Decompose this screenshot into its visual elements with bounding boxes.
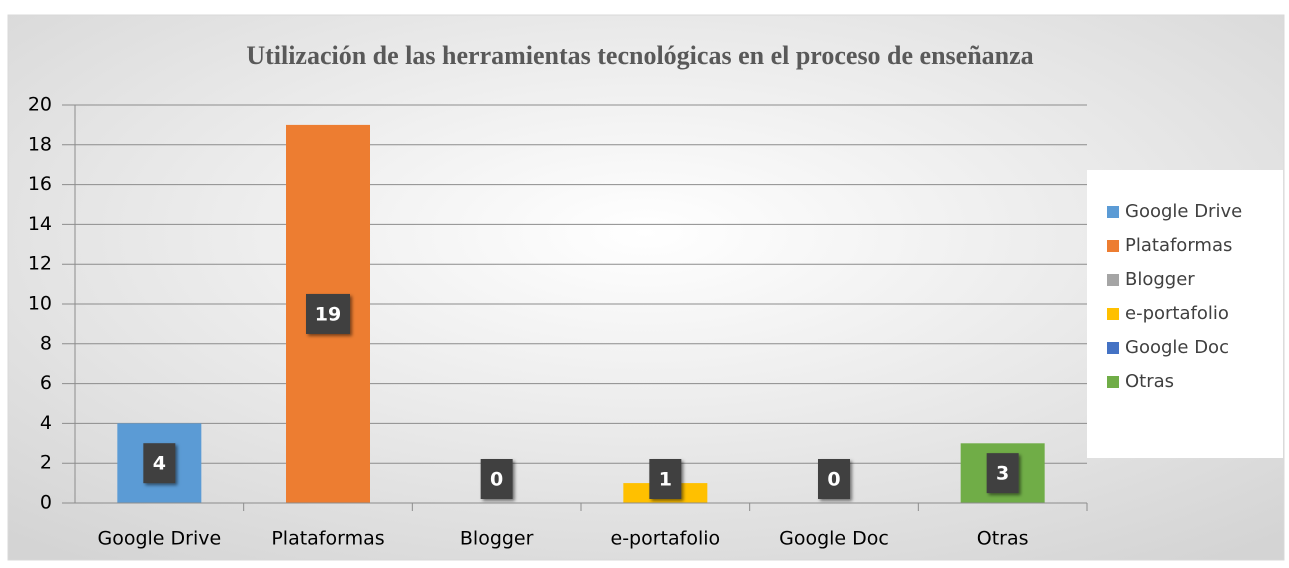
data-label: 3 [996,463,1009,485]
legend-swatch [1107,308,1119,320]
data-label: 19 [315,303,341,325]
legend-swatch [1107,342,1119,354]
y-tick-label: 6 [40,372,52,394]
data-label-box [649,459,682,499]
y-tick-label: 20 [28,94,52,116]
y-tick-label: 10 [28,293,52,315]
data-label-box [480,459,513,499]
y-tick-label: 18 [28,133,52,155]
y-tick-label: 8 [40,332,52,354]
x-tick-label: Google Drive [97,528,221,550]
data-label: 1 [659,469,672,491]
data-label-box [818,459,850,499]
y-tick-label: 14 [28,213,52,235]
data-label-box [143,443,176,484]
x-tick-label: e-portafolio [611,528,721,550]
data-label: 0 [490,469,503,491]
legend-label: Plataformas [1125,235,1232,256]
legend-label: Google Drive [1125,201,1242,222]
data-label: 0 [827,469,840,491]
x-tick-label: Otras [977,528,1029,550]
legend-label: e-portafolio [1125,303,1229,324]
legend-label: Blogger [1125,269,1195,290]
y-tick-label: 0 [40,492,52,514]
chart-title: Utilización de las herramientas tecnológ… [246,41,1033,70]
legend-swatch [1107,274,1119,286]
y-tick-label: 4 [40,412,52,434]
x-tick-label: Plataformas [271,528,384,550]
x-tick-label: Blogger [460,528,534,550]
data-label-box [986,453,1019,494]
y-tick-label: 16 [28,173,52,195]
legend-swatch [1107,240,1119,252]
legend-box [1087,170,1283,458]
data-label: 4 [153,453,166,475]
y-tick-label: 12 [28,253,52,275]
x-tick-label: Google Doc [779,528,889,550]
legend-swatch [1107,206,1119,218]
y-tick-label: 2 [40,452,52,474]
legend-label: Google Doc [1125,337,1229,358]
legend-swatch [1107,376,1119,388]
legend-label: Otras [1125,371,1174,392]
data-label-box [306,293,350,334]
chart-background [7,14,1285,561]
